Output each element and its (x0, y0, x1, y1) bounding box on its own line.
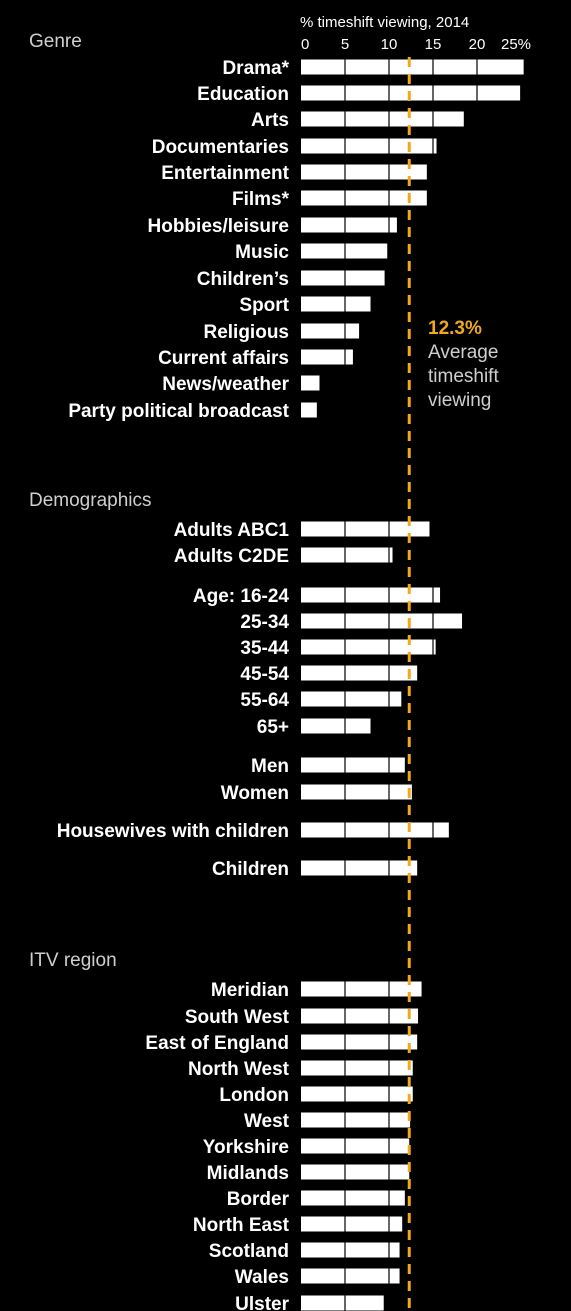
average-annotation: 12.3% Average timeshift viewing (428, 318, 499, 411)
bar (301, 1216, 403, 1232)
bar (301, 349, 353, 365)
category-label: Adults C2DE (174, 546, 289, 567)
bar (301, 243, 388, 259)
bar (301, 665, 418, 681)
category-label: Adults ABC1 (174, 520, 290, 541)
category-label: South West (185, 1007, 290, 1028)
category-label: Films* (232, 189, 290, 210)
bar (301, 1008, 419, 1024)
category-label: North East (193, 1215, 290, 1236)
category-label: Current affairs (158, 348, 289, 369)
bar (301, 981, 422, 997)
category-label: Age: 16-24 (193, 586, 290, 607)
bar (301, 375, 320, 391)
category-label: 55-64 (240, 690, 289, 711)
bar (301, 1164, 410, 1180)
x-tick-label: 5 (341, 36, 349, 53)
average-text-line-1: Average (428, 342, 498, 363)
category-label: Men (251, 756, 289, 777)
category-label: Ulster (235, 1294, 289, 1311)
section-title: Demographics (29, 490, 152, 511)
x-tick-label: 20 (469, 36, 486, 53)
category-label: 35-44 (240, 638, 289, 659)
bar (301, 860, 418, 876)
bar (301, 639, 436, 655)
category-label: Drama* (222, 58, 289, 79)
bar (301, 1242, 400, 1258)
category-label: Yorkshire (203, 1137, 289, 1158)
average-text-line-2: timeshift (428, 366, 499, 387)
category-label: Wales (235, 1267, 289, 1288)
bar (301, 1138, 410, 1154)
bar (301, 111, 464, 127)
category-label: Religious (203, 322, 289, 343)
bar (301, 270, 385, 286)
bar (301, 1112, 411, 1128)
average-value-label: 12.3% (428, 318, 482, 339)
x-axis-label: % timeshift viewing, 2014 (300, 14, 469, 31)
x-tick-label: 10 (381, 36, 398, 53)
category-label: 65+ (257, 717, 289, 738)
x-tick-label: 15 (425, 36, 442, 53)
bar (301, 164, 427, 180)
category-label: News/weather (162, 374, 289, 395)
category-label: 25-34 (240, 612, 289, 633)
bar (301, 402, 317, 418)
bar (301, 547, 393, 563)
category-label: Meridian (211, 980, 289, 1001)
x-tick-label: 0 (301, 36, 309, 53)
bar (301, 59, 524, 75)
section-1: Demographics Adults ABC1 Adults C2DE Age: 1… (29, 490, 463, 880)
category-label: East of England (145, 1033, 289, 1054)
category-label: Border (227, 1189, 290, 1210)
bar (301, 323, 360, 339)
section-0: Genre Drama* Education Arts Documentaries Ent… (29, 31, 524, 422)
bar (301, 296, 371, 312)
section-title: Genre (29, 31, 82, 52)
bar (301, 784, 412, 800)
bar (301, 613, 463, 629)
category-label: Children’s (197, 269, 289, 290)
bar (301, 1086, 413, 1102)
section-2: ITV region Meridian South West East of Engl… (29, 950, 422, 1311)
bar (301, 691, 402, 707)
x-tick-labels: 0 5 10 15 20 25% (301, 36, 531, 53)
category-label: Arts (251, 110, 289, 131)
category-label: 45-54 (240, 664, 289, 685)
category-label: Entertainment (161, 163, 289, 184)
category-label: Music (235, 242, 289, 263)
bar (301, 1190, 405, 1206)
section-title: ITV region (29, 950, 117, 971)
bar (301, 1268, 400, 1284)
chart-sections: Genre Drama* Education Arts Documentaries Ent… (29, 31, 524, 1311)
category-label: Women (221, 783, 289, 804)
category-label: London (219, 1085, 289, 1106)
bar (301, 822, 449, 838)
bar (301, 587, 441, 603)
bar (301, 190, 427, 206)
x-tick-label: 25% (501, 36, 531, 53)
category-label: Sport (239, 295, 289, 316)
bar (301, 138, 437, 154)
category-label: Hobbies/leisure (148, 216, 290, 237)
category-label: Midlands (207, 1163, 289, 1184)
category-label: North West (188, 1059, 290, 1080)
category-label: West (244, 1111, 290, 1132)
bar (301, 757, 405, 773)
category-label: Scotland (209, 1241, 289, 1262)
bar (301, 1295, 384, 1311)
bar (301, 1060, 413, 1076)
category-label: Housewives with children (57, 821, 289, 842)
category-label: Party political broadcast (68, 401, 289, 422)
average-text-line-3: viewing (428, 390, 491, 411)
category-label: Children (212, 859, 289, 880)
bar (301, 718, 371, 734)
bar (301, 521, 430, 537)
bar (301, 1034, 418, 1050)
category-label: Documentaries (152, 137, 289, 158)
bar (301, 217, 397, 233)
category-label: Education (197, 84, 289, 105)
